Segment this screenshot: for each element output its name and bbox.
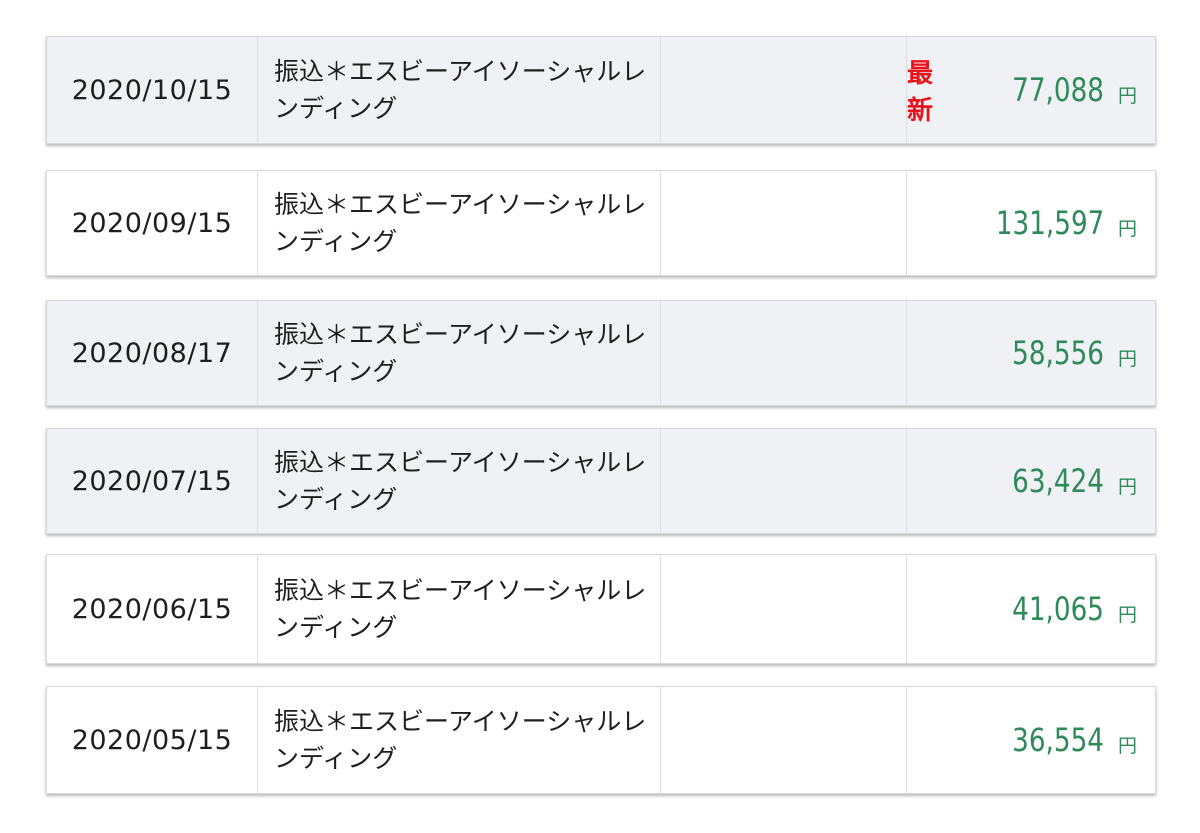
transaction-memo-cell [660,37,906,143]
transaction-amount-cell: 41,065 円 [906,555,1155,663]
transaction-amount: 41,065 [1012,590,1104,628]
transaction-date: 2020/08/17 [71,337,233,369]
transaction-amount: 63,424 [1012,462,1104,500]
currency-label: 円 [1117,475,1137,498]
transaction-row[interactable]: 2020/05/15 振込＊エスビーアイソーシャルレンディング 36,554 円 [46,686,1156,794]
transaction-amount-cell: 36,554 円 [906,687,1155,793]
transaction-memo-cell [660,429,906,533]
transaction-amount: 58,556 [1012,334,1104,372]
transaction-row[interactable]: 2020/07/15 振込＊エスビーアイソーシャルレンディング 63,424 円 [46,428,1156,534]
transaction-row[interactable]: 2020/06/15 振込＊エスビーアイソーシャルレンディング 41,065 円 [46,554,1156,664]
currency-label: 円 [1117,734,1137,757]
transaction-memo-cell [660,687,906,793]
transaction-description: 振込＊エスビーアイソーシャルレンディング [257,37,660,143]
currency-label: 円 [1117,217,1137,240]
transaction-description: 振込＊エスビーアイソーシャルレンディング [257,687,660,793]
transaction-description: 振込＊エスビーアイソーシャルレンディング [257,301,660,405]
transaction-description: 振込＊エスビーアイソーシャルレンディング [257,555,660,663]
transaction-date: 2020/10/15 [71,74,233,106]
transaction-amount: 77,088 [1012,71,1104,109]
transaction-date: 2020/05/15 [71,724,233,756]
transaction-memo-cell [660,555,906,663]
transaction-memo-cell [660,301,906,405]
transaction-amount-cell: 131,597 円 [906,171,1155,275]
transaction-amount: 36,554 [1012,721,1104,759]
transaction-memo-cell [660,171,906,275]
currency-label: 円 [1117,347,1137,370]
transaction-row[interactable]: 2020/08/17 振込＊エスビーアイソーシャルレンディング 58,556 円 [46,300,1156,406]
currency-label: 円 [1117,603,1137,626]
transaction-amount-cell: 最新 77,088 円 [906,37,1155,143]
transaction-date: 2020/09/15 [71,207,233,239]
transaction-amount-cell: 58,556 円 [906,301,1155,405]
transaction-description: 振込＊エスビーアイソーシャルレンディング [257,171,660,275]
transaction-amount: 131,597 [995,204,1104,242]
currency-label: 円 [1117,84,1137,107]
transaction-row[interactable]: 2020/09/15 振込＊エスビーアイソーシャルレンディング 131,597 … [46,170,1156,276]
transaction-list: 2020/10/15 振込＊エスビーアイソーシャルレンディング 最新 77,08… [46,36,1156,794]
transaction-description: 振込＊エスビーアイソーシャルレンディング [257,429,660,533]
transaction-amount-cell: 63,424 円 [906,429,1155,533]
transaction-date: 2020/07/15 [71,465,233,497]
latest-badge: 最新 [907,59,954,126]
transaction-row[interactable]: 2020/10/15 振込＊エスビーアイソーシャルレンディング 最新 77,08… [46,36,1156,144]
transaction-date: 2020/06/15 [71,593,233,625]
